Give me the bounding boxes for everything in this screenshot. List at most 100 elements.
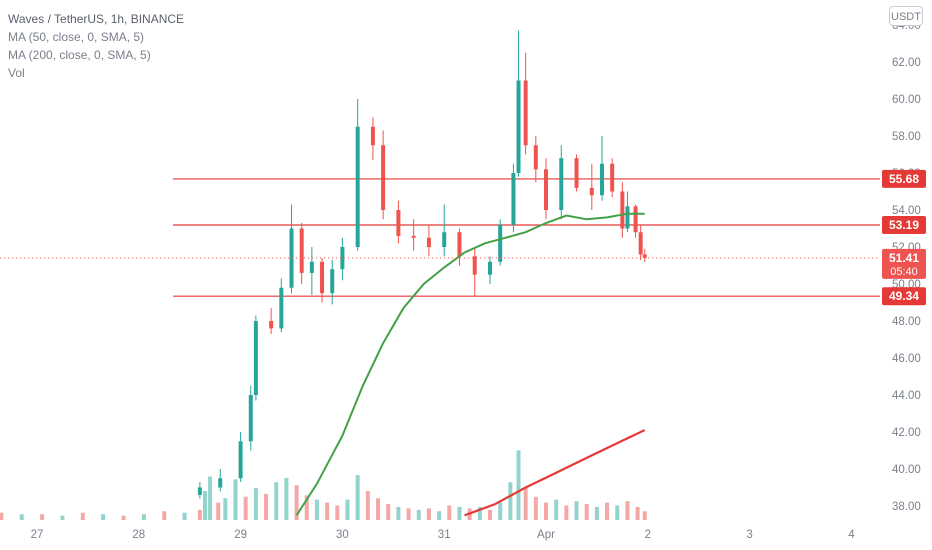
volume-bar	[80, 512, 85, 520]
y-tick-label: 42.00	[892, 427, 921, 439]
volume-bar	[60, 515, 65, 520]
candle-body	[472, 256, 477, 275]
candle-body	[638, 232, 643, 255]
volume-bar	[294, 485, 299, 520]
candle-body	[279, 287, 284, 329]
candle-body	[574, 158, 579, 188]
candle-body	[511, 173, 516, 225]
volume-bar	[554, 499, 559, 520]
y-tick-label: 48.00	[892, 316, 921, 328]
level-price-text: 49.34	[889, 289, 919, 303]
currency-button[interactable]: USDT	[889, 6, 923, 26]
candle-body	[309, 261, 314, 273]
volume-bar	[625, 501, 630, 520]
volume-bar	[197, 509, 202, 520]
volume-bar	[216, 502, 221, 520]
y-tick-label: 60.00	[892, 94, 921, 106]
candle-body	[610, 163, 615, 192]
y-tick-label: 46.00	[892, 353, 921, 365]
volume-bar	[498, 502, 503, 520]
candle-body	[533, 145, 538, 170]
candle-body	[559, 158, 564, 210]
x-tick-label: 29	[234, 529, 247, 541]
bar-countdown-text: 05:40	[890, 266, 918, 278]
time-axis[interactable]: 27 28 29 30 31 Apr 2 3 4	[31, 529, 856, 541]
moving-averages	[295, 212, 646, 517]
volume-legend[interactable]: Vol	[8, 66, 25, 80]
volume-bar	[457, 506, 462, 520]
volume-bar	[426, 508, 431, 520]
candle-body	[426, 237, 431, 247]
candle-body	[396, 210, 401, 236]
volume-bar	[208, 476, 213, 520]
volume-bar	[40, 514, 45, 520]
volume-bar	[635, 506, 640, 520]
chart-legend: Waves / TetherUS, 1h, BINANCE MA (50, cl…	[8, 10, 184, 82]
volume-bar	[243, 496, 248, 520]
x-tick-label: 2	[645, 529, 651, 541]
candle-body	[625, 206, 630, 229]
volume-bar	[605, 502, 610, 520]
volume-bar	[508, 482, 513, 520]
volume-bar	[162, 511, 167, 520]
y-tick-label: 54.00	[892, 205, 921, 217]
volume-bar	[304, 495, 309, 520]
volume-bar	[564, 505, 569, 520]
y-tick-label: 44.00	[892, 390, 921, 402]
volume-bar	[533, 496, 538, 520]
candle-body	[238, 441, 243, 479]
volume-bar	[386, 504, 391, 520]
candle-body	[299, 228, 304, 273]
level-price-badge	[882, 215, 926, 234]
candle-body	[340, 247, 345, 270]
volume-bar	[516, 450, 521, 520]
x-tick-label: 27	[31, 529, 44, 541]
volume-bar	[223, 498, 228, 520]
volume-bar	[314, 499, 319, 520]
candle-body	[633, 206, 638, 233]
candle-body	[253, 321, 258, 395]
candle-body	[289, 228, 294, 288]
volume-bar	[325, 502, 330, 520]
y-tick-label: 38.00	[892, 501, 921, 513]
level-price-text: 55.68	[889, 172, 919, 186]
volume-bar	[141, 514, 146, 520]
volume-bar	[447, 505, 452, 520]
candle-body	[381, 145, 386, 210]
volume-bar	[642, 511, 647, 520]
volume-bar	[19, 514, 24, 520]
volume-bar	[335, 505, 340, 520]
y-tick-label: 58.00	[892, 131, 921, 143]
symbol-title[interactable]: Waves / TetherUS, 1h, BINANCE	[8, 12, 185, 26]
candle-body	[330, 269, 335, 294]
candle-body	[457, 232, 462, 257]
volume-bar	[355, 475, 360, 520]
x-tick-label: 28	[132, 529, 145, 541]
candle-body	[370, 126, 375, 146]
candle-body	[620, 191, 625, 229]
candle-body	[516, 80, 521, 173]
candle-body	[320, 261, 325, 294]
volume-bar	[523, 488, 528, 520]
y-tick-label: 40.00	[892, 464, 921, 476]
volume-bar	[488, 509, 493, 520]
volume-bar	[376, 498, 381, 520]
ma50-line	[295, 212, 645, 516]
level-price-badge	[882, 169, 926, 188]
candle-body	[498, 224, 503, 262]
horizontal-levels[interactable]	[173, 178, 880, 297]
ma50-legend[interactable]: MA (50, close, 0, SMA, 5)	[8, 30, 145, 44]
volume-bar	[365, 491, 370, 520]
volume-bar	[345, 499, 350, 520]
candlesticks	[197, 30, 647, 499]
level-price-badge	[882, 287, 926, 306]
volume-bar	[0, 512, 4, 520]
y-tick-label: 62.00	[892, 57, 921, 69]
volume-bar	[121, 515, 126, 520]
volume-bar	[233, 479, 238, 520]
volume-bars	[0, 450, 647, 520]
ma200-legend[interactable]: MA (200, close, 0, SMA, 5)	[8, 48, 151, 62]
candle-body	[355, 126, 360, 247]
